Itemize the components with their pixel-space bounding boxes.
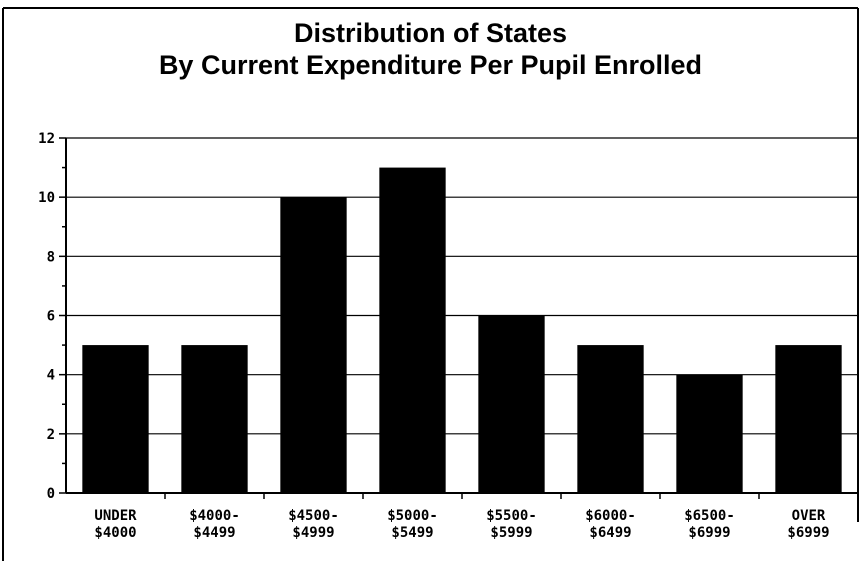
bar-6 [676,375,742,493]
bar-7 [775,345,841,493]
x-tick-label: $6999 [787,525,829,541]
y-tick-label: 12 [38,131,55,147]
x-tick-label: $4000- [189,508,240,524]
bar-0 [82,345,148,493]
x-tick-label: $4000 [94,525,136,541]
x-tick-label: $4500- [288,508,339,524]
x-tick-label: $4999 [292,525,334,541]
y-tick-label: 4 [47,368,55,384]
bar-1 [181,345,247,493]
bar-5 [577,345,643,493]
y-tick-label: 2 [47,427,55,443]
y-tick-label: 6 [47,309,55,325]
y-tick-label: 0 [47,486,55,502]
x-tick-label: $5499 [391,525,433,541]
y-tick-label: 8 [47,249,55,265]
bar-3 [379,168,445,493]
x-tick-label: $4499 [193,525,235,541]
x-tick-label: $6000- [585,508,636,524]
x-tick-label: OVER [792,508,826,524]
x-tick-label: $6500- [684,508,735,524]
x-tick-label: $6999 [688,525,730,541]
x-tick-label: $5500- [486,508,537,524]
x-tick-label: $5999 [490,525,532,541]
x-tick-label: UNDER [94,508,137,524]
x-tick-label: $5000- [387,508,438,524]
y-tick-label: 10 [38,190,55,206]
bar-2 [280,197,346,493]
bar-4 [478,316,544,494]
x-tick-label: $6499 [589,525,631,541]
